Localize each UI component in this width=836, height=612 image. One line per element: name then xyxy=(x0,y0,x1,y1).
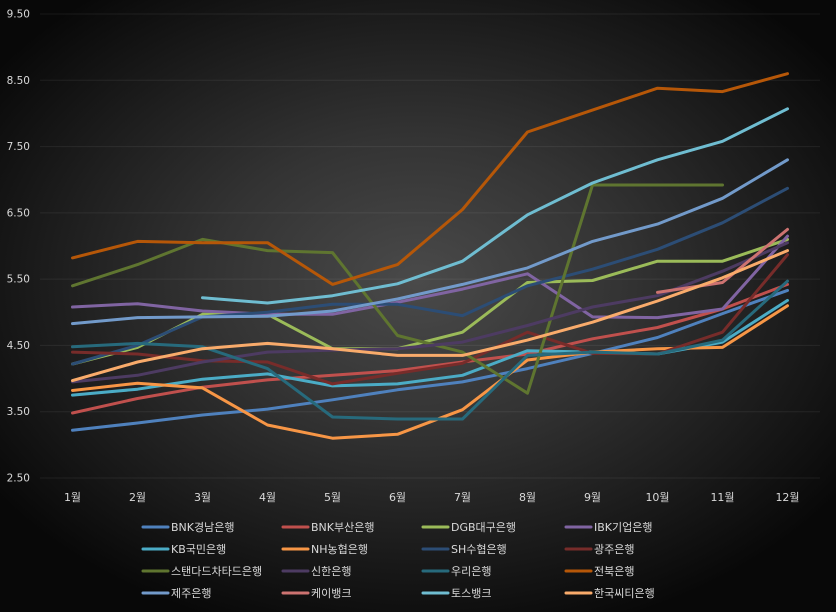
legend-item: BNK경남은행 xyxy=(141,521,234,534)
x-tick-label: 2월 xyxy=(129,491,146,504)
legend-item: 전북은행 xyxy=(564,565,634,578)
x-tick-label: 4월 xyxy=(259,491,276,504)
legend-label: DGB대구은행 xyxy=(451,521,516,534)
legend-item: 제주은행 xyxy=(141,587,211,600)
legend-label: BNK경남은행 xyxy=(171,521,234,534)
legend-label: 전북은행 xyxy=(594,565,634,578)
legend-item: SH수협은행 xyxy=(421,543,507,556)
x-tick-label: 9월 xyxy=(584,491,601,504)
y-tick-label: 2.50 xyxy=(7,473,30,485)
series-line-12 xyxy=(71,72,789,286)
legend-item: NH농협은행 xyxy=(281,543,368,556)
series-line-3 xyxy=(71,237,789,366)
series-line-13 xyxy=(71,158,789,326)
series-line-10 xyxy=(71,241,789,384)
legend-label: 스탠다드차타드은행 xyxy=(171,565,262,578)
x-tick-label: 7월 xyxy=(454,491,471,504)
legend-item: DGB대구은행 xyxy=(421,521,516,534)
legend-label: 광주은행 xyxy=(594,543,634,556)
legend-item: 우리은행 xyxy=(421,565,491,578)
legend-label: 케이뱅크 xyxy=(311,587,351,600)
series-line-4 xyxy=(71,234,789,320)
legend-item: BNK부산은행 xyxy=(281,521,374,534)
x-tick-label: 11월 xyxy=(710,491,734,504)
y-tick-label: 8.50 xyxy=(7,75,30,87)
x-tick-label: 8월 xyxy=(519,491,536,504)
x-tick-label: 6월 xyxy=(389,491,406,504)
x-tick-label: 12월 xyxy=(775,491,799,504)
legend-item: IBK기업은행 xyxy=(564,521,652,534)
series-line-16 xyxy=(71,249,789,383)
y-tick-label: 7.50 xyxy=(7,141,30,153)
legend-item: 토스뱅크 xyxy=(421,587,491,600)
x-tick-label: 5월 xyxy=(324,491,341,504)
series-line-2 xyxy=(71,282,789,415)
x-tick-label: 1월 xyxy=(64,491,81,504)
gridlines xyxy=(40,13,820,479)
series-line-6 xyxy=(71,304,789,440)
legend-label: 우리은행 xyxy=(451,565,491,578)
legend-label: 신한은행 xyxy=(311,565,351,578)
legend-item: KB국민은행 xyxy=(141,543,226,556)
y-tick-label: 3.50 xyxy=(7,406,30,418)
series-line-15 xyxy=(201,107,789,305)
x-tick-label: 3월 xyxy=(194,491,211,504)
legend-item: 신한은행 xyxy=(281,565,351,578)
legend-label: 한국씨티은행 xyxy=(594,587,655,600)
y-tick-label: 6.50 xyxy=(7,207,30,219)
legend-label: 제주은행 xyxy=(171,587,211,600)
x-tick-label: 10월 xyxy=(645,491,669,504)
legend-label: NH농협은행 xyxy=(311,543,368,556)
series-lines xyxy=(71,72,789,440)
y-tick-label: 5.50 xyxy=(7,274,30,286)
series-line-11 xyxy=(71,279,789,421)
legend: BNK경남은행 BNK부산은행 DGB대구은행 IBK기업은행 KB국민은행 NH농협은행… xyxy=(141,521,655,600)
legend-label: BNK부산은행 xyxy=(311,521,374,534)
series-line-14 xyxy=(656,227,789,294)
legend-label: 토스뱅크 xyxy=(451,587,491,600)
x-axis-labels: 1월 2월 3월 4월 5월 6월 7월 8월 9월 10월 11월 12월 xyxy=(64,491,800,504)
legend-label: SH수협은행 xyxy=(451,543,507,556)
series-line-1 xyxy=(71,288,789,432)
legend-item: 광주은행 xyxy=(564,543,634,556)
series-line-7 xyxy=(71,186,789,366)
legend-item: 한국씨티은행 xyxy=(564,587,655,600)
legend-item: 스탠다드차타드은행 xyxy=(141,565,262,578)
y-tick-label: 4.50 xyxy=(7,340,30,352)
legend-label: IBK기업은행 xyxy=(594,521,652,534)
y-tick-label: 9.50 xyxy=(7,9,30,21)
y-axis-labels: 9.50 8.50 7.50 6.50 5.50 4.50 3.50 2.50 xyxy=(7,9,30,485)
legend-label: KB국민은행 xyxy=(171,543,226,556)
series-line-9 xyxy=(71,183,724,395)
legend-item: 케이뱅크 xyxy=(281,587,351,600)
